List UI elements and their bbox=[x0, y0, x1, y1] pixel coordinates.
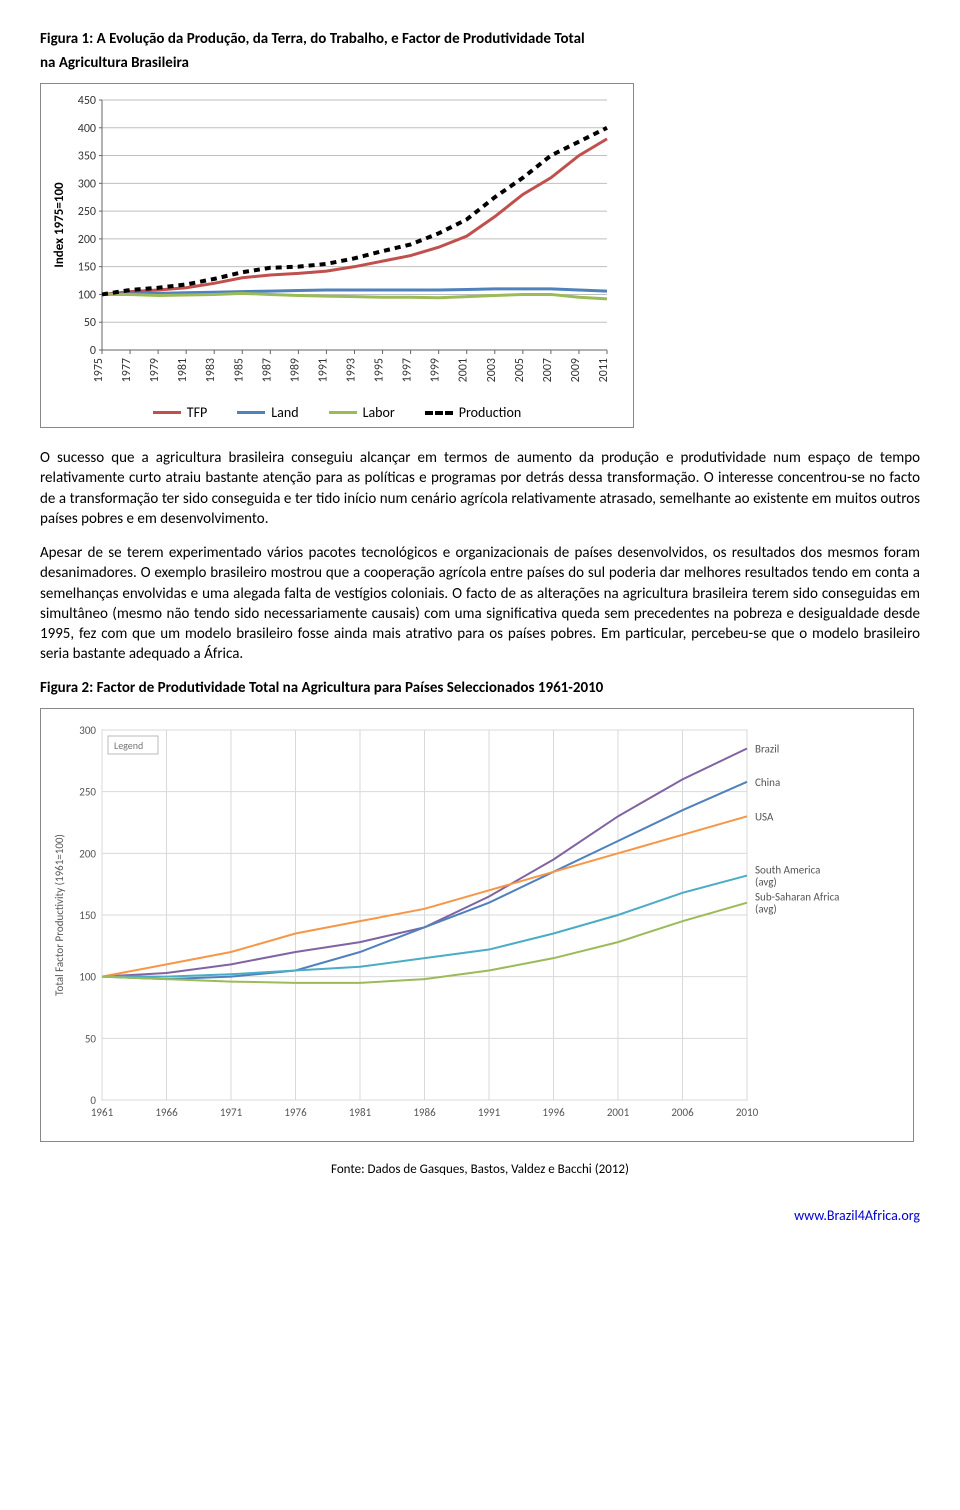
svg-text:2011: 2011 bbox=[597, 358, 611, 382]
svg-text:400: 400 bbox=[78, 122, 96, 136]
svg-text:1991: 1991 bbox=[478, 1106, 501, 1119]
paragraph-1: O sucesso que a agricultura brasileira c… bbox=[40, 448, 920, 529]
svg-text:1989: 1989 bbox=[288, 358, 302, 382]
svg-text:2005: 2005 bbox=[513, 358, 527, 382]
svg-text:250: 250 bbox=[79, 786, 96, 799]
svg-text:0: 0 bbox=[90, 344, 96, 358]
svg-text:1987: 1987 bbox=[260, 358, 274, 382]
svg-text:1986: 1986 bbox=[413, 1106, 436, 1119]
legend-land: Land bbox=[237, 404, 298, 421]
svg-text:2007: 2007 bbox=[541, 358, 555, 382]
svg-text:1995: 1995 bbox=[373, 358, 387, 382]
svg-text:2006: 2006 bbox=[671, 1106, 694, 1119]
paragraph-2: Apesar de se terem experimentado vários … bbox=[40, 543, 920, 665]
svg-text:450: 450 bbox=[78, 94, 96, 108]
svg-text:200: 200 bbox=[78, 233, 96, 247]
svg-text:1983: 1983 bbox=[204, 358, 218, 382]
svg-text:Index 1975=100: Index 1975=100 bbox=[52, 182, 67, 268]
svg-text:200: 200 bbox=[79, 847, 96, 860]
svg-text:50: 50 bbox=[84, 316, 96, 330]
svg-text:(avg): (avg) bbox=[755, 876, 777, 889]
svg-text:50: 50 bbox=[85, 1032, 97, 1045]
svg-text:1961: 1961 bbox=[91, 1106, 114, 1119]
svg-text:2009: 2009 bbox=[569, 358, 583, 382]
svg-text:Legend: Legend bbox=[114, 739, 143, 752]
svg-text:1966: 1966 bbox=[155, 1106, 178, 1119]
figure1-svg: 0 50 100 150 200 250 300 350 400 450 1975 1977 1979 1… bbox=[47, 90, 617, 400]
figure1-title-line2: na Agricultura Brasileira bbox=[40, 54, 920, 74]
svg-text:2010: 2010 bbox=[736, 1106, 759, 1119]
svg-text:1985: 1985 bbox=[232, 358, 246, 382]
svg-text:150: 150 bbox=[78, 261, 96, 275]
svg-text:1999: 1999 bbox=[429, 358, 443, 382]
svg-text:1979: 1979 bbox=[148, 358, 162, 382]
footer-url: www.Brazil4Africa.org bbox=[40, 1207, 920, 1224]
svg-text:1971: 1971 bbox=[220, 1106, 243, 1119]
svg-text:100: 100 bbox=[79, 971, 96, 984]
figure1-title-line1: Figura 1: A Evolução da Produção, da Ter… bbox=[40, 30, 920, 50]
svg-text:China: China bbox=[755, 776, 780, 789]
legend-land-label: Land bbox=[271, 404, 298, 421]
svg-text:1996: 1996 bbox=[542, 1106, 565, 1119]
legend-labor-label: Labor bbox=[363, 404, 395, 421]
figure2-source: Fonte: Dados de Gasques, Bastos, Valdez … bbox=[40, 1162, 920, 1177]
figure2-chart: 0501001502002503001961196619711976198119… bbox=[40, 708, 914, 1142]
svg-text:2003: 2003 bbox=[485, 358, 499, 382]
svg-text:1991: 1991 bbox=[316, 358, 330, 382]
figure1-legend: TFP Land Labor Production bbox=[47, 404, 627, 421]
svg-text:300: 300 bbox=[79, 724, 96, 737]
legend-production-label: Production bbox=[459, 404, 521, 421]
svg-text:100: 100 bbox=[78, 288, 96, 302]
svg-text:USA: USA bbox=[755, 810, 774, 823]
legend-tfp: TFP bbox=[153, 404, 208, 421]
svg-text:1977: 1977 bbox=[120, 358, 134, 382]
svg-text:(avg): (avg) bbox=[755, 903, 777, 916]
legend-tfp-label: TFP bbox=[187, 404, 208, 421]
legend-production: Production bbox=[425, 404, 521, 421]
svg-text:2001: 2001 bbox=[607, 1106, 630, 1119]
svg-text:350: 350 bbox=[78, 150, 96, 164]
svg-text:1975: 1975 bbox=[92, 358, 106, 382]
svg-text:2001: 2001 bbox=[457, 358, 471, 382]
legend-labor: Labor bbox=[329, 404, 395, 421]
svg-text:250: 250 bbox=[78, 205, 96, 219]
svg-text:1981: 1981 bbox=[349, 1106, 372, 1119]
svg-text:1981: 1981 bbox=[176, 358, 190, 382]
figure2-svg: 0501001502002503001961196619711976198119… bbox=[47, 715, 897, 1135]
svg-text:1976: 1976 bbox=[284, 1106, 307, 1119]
svg-text:1993: 1993 bbox=[345, 358, 359, 382]
svg-text:150: 150 bbox=[79, 909, 96, 922]
figure1-chart: 0 50 100 150 200 250 300 350 400 450 1975 1977 1979 1… bbox=[40, 83, 634, 428]
svg-text:Total Factor Productivity (196: Total Factor Productivity (1961=100) bbox=[53, 834, 66, 996]
svg-text:300: 300 bbox=[78, 177, 96, 191]
figure2-title: Figura 2: Factor de Produtividade Total … bbox=[40, 679, 920, 699]
svg-text:1997: 1997 bbox=[401, 358, 415, 382]
svg-text:Brazil: Brazil bbox=[755, 743, 779, 756]
